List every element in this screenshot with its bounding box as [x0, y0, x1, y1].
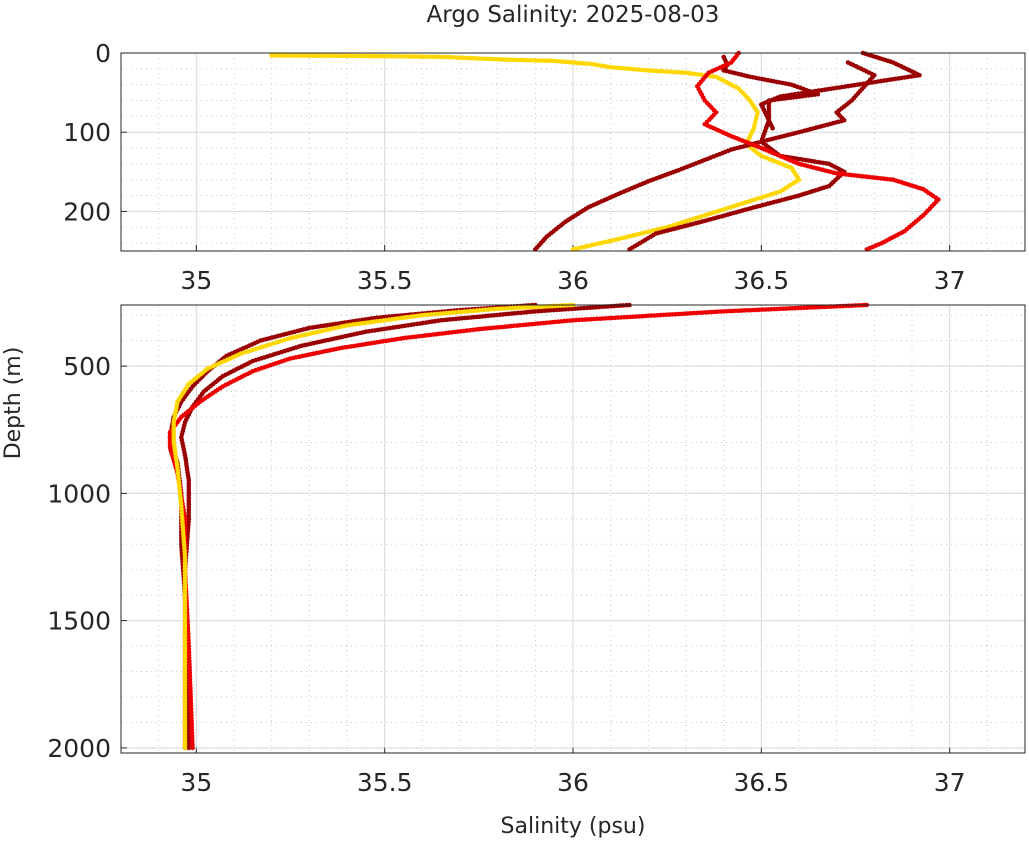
upper-depth-panel: 35 35.5 36 36.5 37 0 100 200	[63, 39, 1026, 295]
series-profile	[171, 302, 576, 751]
y-tick-label: 1500	[47, 607, 111, 636]
plot-frame	[120, 52, 1026, 252]
x-tick-label: 36.5	[733, 266, 789, 295]
x-tick-label: 37	[934, 768, 966, 797]
series-profile	[759, 50, 922, 131]
data-point	[186, 745, 192, 751]
lower-depth-panel: 35 35.5 36 36.5 37 500 1000 1500 2000	[47, 302, 1026, 797]
x-tick-label: 37	[934, 266, 966, 295]
series-profile	[695, 50, 941, 252]
y-tick-label: 100	[63, 118, 111, 147]
x-tick-label: 36.5	[733, 768, 789, 797]
y-tick-label: 0	[95, 39, 111, 68]
series-profile	[533, 60, 877, 252]
x-tick-label: 35	[180, 768, 212, 797]
series-profile	[167, 302, 870, 751]
chart-title: Argo Salinity: 2025-08-03	[427, 2, 720, 28]
plot-frame	[120, 304, 1026, 754]
y-axis-label: Depth (m)	[1, 347, 26, 460]
series-profile	[179, 302, 632, 751]
y-tick-label: 500	[63, 352, 111, 381]
data-point	[182, 745, 188, 751]
y-tick-label: 2000	[47, 734, 111, 763]
x-tick-label: 35	[180, 266, 212, 295]
x-tick-label: 35.5	[357, 266, 413, 295]
y-tick-label: 1000	[47, 479, 111, 508]
x-axis-label: Salinity (psu)	[501, 814, 646, 839]
data-point	[190, 745, 195, 751]
data-point	[492, 56, 497, 62]
data-point	[770, 125, 775, 131]
x-tick-label: 36	[557, 768, 589, 797]
series-profile	[167, 302, 538, 751]
series-profile	[269, 53, 802, 252]
x-tick-label: 36	[557, 266, 589, 295]
y-tick-label: 200	[63, 197, 111, 226]
x-tick-label: 35.5	[357, 768, 413, 797]
